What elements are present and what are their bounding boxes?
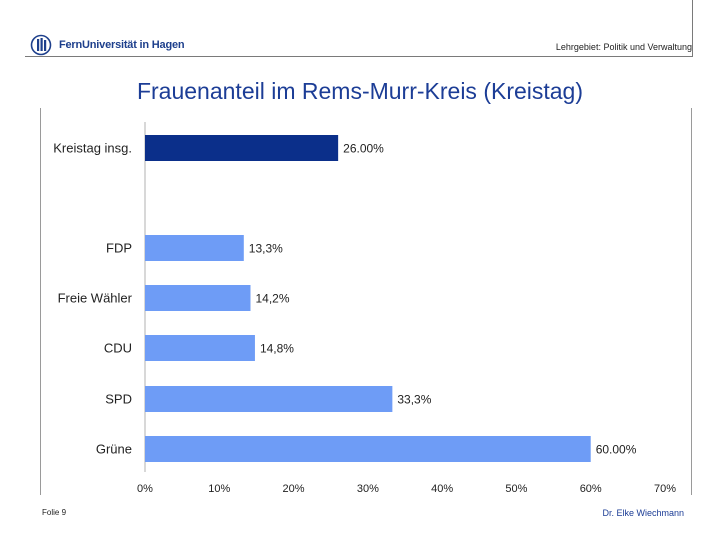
frame-left-border [40,108,41,495]
x-tick-label: 0% [137,483,153,495]
bar-2 [145,285,251,311]
author-name: Dr. Elke Wiechmann [602,508,684,518]
value-label: 14,8% [260,342,294,356]
university-logo-icon [30,34,52,56]
category-label: Kreistag insg. [53,141,132,156]
department-label: Lehrgebiet: Politik und Verwaltung [555,42,692,52]
x-tick-label: 10% [208,483,230,495]
slide-title: Frauenanteil im Rems-Murr-Kreis (Kreista… [136,78,584,104]
x-tick-label: 30% [357,483,379,495]
bar-5 [145,436,591,462]
category-label: Grüne [96,442,132,457]
category-label: Freie Wähler [58,291,133,306]
slide-number: Folie 9 [42,508,67,517]
bar-3 [145,335,255,361]
value-label: 26.00% [343,142,384,156]
category-label: SPD [105,392,132,407]
category-label: CDU [104,341,132,356]
value-label: 33,3% [397,393,431,407]
bar-0 [145,135,339,161]
frame-right-border [691,108,692,495]
university-name: FernUniversität in Hagen [59,39,185,51]
header-rule [25,56,692,57]
bar-1 [145,235,244,261]
category-label: FDP [106,241,132,256]
value-label: 13,3% [249,242,283,256]
header-vertical-rule [692,0,693,57]
value-label: 60.00% [596,443,637,457]
university-logo: FernUniversität in Hagen [30,34,185,56]
x-tick-label: 50% [505,483,527,495]
x-tick-label: 20% [283,483,305,495]
x-tick-label: 70% [654,483,676,495]
value-label: 14,2% [255,292,289,306]
x-tick-label: 40% [431,483,453,495]
bar-4 [145,386,393,412]
x-tick-label: 60% [580,483,602,495]
